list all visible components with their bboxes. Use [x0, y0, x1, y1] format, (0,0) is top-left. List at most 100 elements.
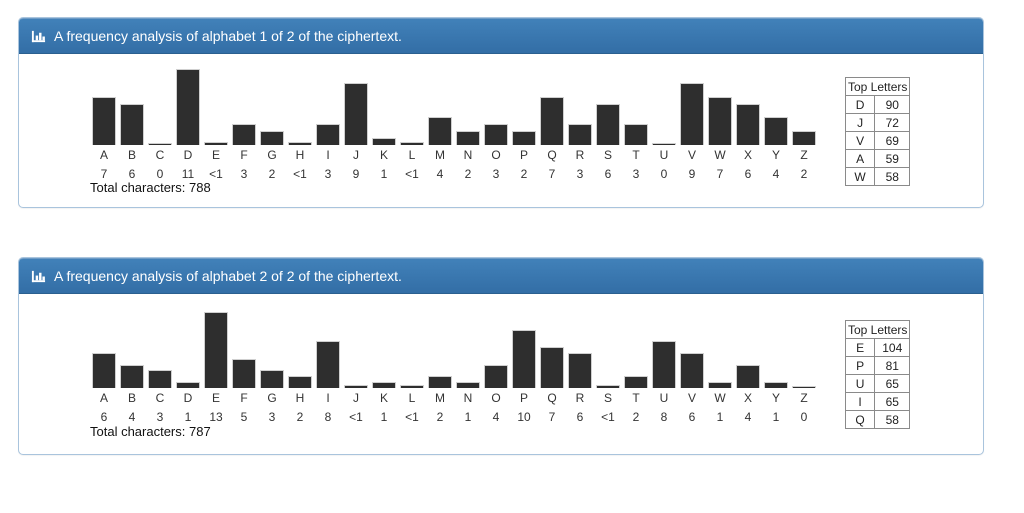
- letter-label: B: [127, 391, 136, 405]
- frequency-value-label: 2: [268, 167, 276, 181]
- bar-slot: [370, 310, 398, 388]
- frequency-value-label: <1: [293, 167, 307, 181]
- frequency-value-label: <1: [601, 410, 615, 424]
- frequency-bar: [92, 353, 116, 388]
- frequency-bar: [428, 117, 452, 145]
- top-letter-count: 58: [874, 410, 911, 429]
- letter-label: F: [240, 148, 248, 162]
- letter-label: T: [632, 391, 640, 405]
- letter-label: P: [519, 391, 528, 405]
- frequency-value-label: 8: [660, 410, 668, 424]
- frequency-value-label: <1: [405, 410, 419, 424]
- bar-slot: [650, 310, 678, 388]
- letter-label: U: [659, 148, 669, 162]
- frequency-chart: A 6 B 4 C 3 D 1 E 13 F 5 G 3 H 2 I 8 J <1 K 1 L <1 M 2 N 1 O 4 P 10 Q 7 R 6…: [90, 310, 818, 424]
- frequency-value-label: 8: [324, 410, 332, 424]
- letter-label: S: [603, 391, 612, 405]
- frequency-value-label: 6: [100, 410, 108, 424]
- frequency-panel-1: A frequency analysis of alphabet 1 of 2 …: [18, 17, 984, 208]
- frequency-bar: [708, 97, 732, 145]
- bar-slot: [398, 67, 426, 145]
- top-letter: D: [844, 95, 876, 114]
- chart-column: D 11: [174, 67, 202, 181]
- bar-slot: [174, 67, 202, 145]
- panel-body: A 6 B 4 C 3 D 1 E 13 F 5 G 3 H 2 I 8 J <1 K 1 L <1 M 2 N 1 O 4 P 10 Q 7 R 6…: [19, 294, 983, 454]
- letter-label: Z: [800, 148, 808, 162]
- frequency-value-label: 7: [548, 167, 556, 181]
- frequency-bar: [624, 124, 648, 145]
- chart-column: L <1: [398, 67, 426, 181]
- frequency-bar: [736, 365, 760, 388]
- letter-label: E: [211, 391, 220, 405]
- frequency-value-label: 5: [240, 410, 248, 424]
- top-letter-count: 65: [874, 392, 911, 411]
- top-letter-row: A 59: [844, 149, 911, 168]
- frequency-value-label: 9: [352, 167, 360, 181]
- frequency-bar: [596, 104, 620, 145]
- frequency-value-label: 6: [688, 410, 696, 424]
- letter-label: F: [240, 391, 248, 405]
- letter-label: K: [379, 148, 388, 162]
- chart-column: S <1: [594, 310, 622, 424]
- frequency-bar: [260, 370, 284, 388]
- frequency-bar: [792, 131, 816, 145]
- letter-label: B: [127, 148, 136, 162]
- top-letter-count: 81: [874, 356, 911, 375]
- frequency-bar: [204, 312, 228, 388]
- frequency-panel-2: A frequency analysis of alphabet 2 of 2 …: [18, 257, 984, 455]
- bar-slot: [622, 310, 650, 388]
- frequency-bar: [400, 142, 424, 145]
- chart-column: J <1: [342, 310, 370, 424]
- letter-label: J: [353, 391, 359, 405]
- total-characters-value: 788: [189, 180, 211, 195]
- bar-slot: [146, 310, 174, 388]
- total-characters-label: Total characters:: [90, 180, 186, 195]
- bar-slot: [510, 67, 538, 145]
- letter-label: L: [408, 391, 416, 405]
- frequency-value-label: 4: [492, 410, 500, 424]
- frequency-bar: [540, 97, 564, 145]
- panel-heading: A frequency analysis of alphabet 2 of 2 …: [19, 258, 983, 294]
- frequency-value-label: 4: [436, 167, 444, 181]
- letter-label: H: [295, 148, 305, 162]
- letter-label: J: [353, 148, 359, 162]
- letter-label: U: [659, 391, 669, 405]
- bar-slot: [538, 310, 566, 388]
- top-letter-count: 58: [874, 167, 911, 186]
- top-letter-row: D 90: [844, 95, 911, 114]
- frequency-value-label: 3: [324, 167, 332, 181]
- frequency-bar: [680, 353, 704, 388]
- frequency-value-label: 1: [380, 167, 388, 181]
- letter-label: I: [326, 391, 330, 405]
- letter-label: Y: [771, 148, 780, 162]
- top-letter: Q: [844, 410, 876, 429]
- frequency-value-label: 1: [772, 410, 780, 424]
- frequency-bar: [372, 138, 396, 145]
- letter-label: Q: [547, 148, 557, 162]
- letter-label: C: [155, 148, 165, 162]
- frequency-bar: [176, 69, 200, 145]
- top-letter: P: [844, 356, 876, 375]
- bar-slot: [342, 310, 370, 388]
- frequency-value-label: 2: [464, 167, 472, 181]
- bar-slot: [650, 67, 678, 145]
- top-letter: V: [844, 131, 876, 150]
- frequency-bar: [120, 365, 144, 388]
- frequency-value-label: 1: [380, 410, 388, 424]
- bar-slot: [566, 310, 594, 388]
- letter-label: V: [687, 148, 696, 162]
- frequency-value-label: 3: [632, 167, 640, 181]
